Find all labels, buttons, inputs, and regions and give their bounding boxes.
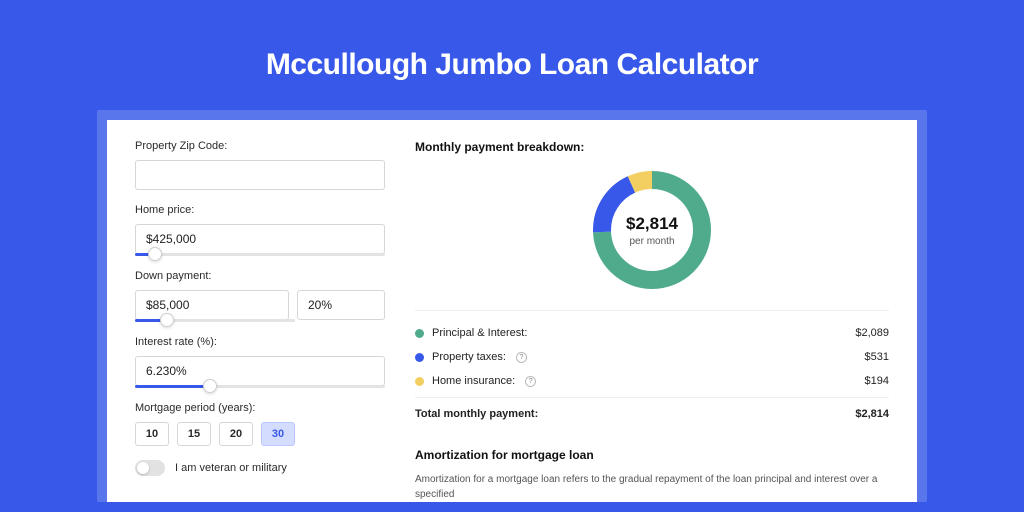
page-title: Mccullough Jumbo Loan Calculator [266,48,758,82]
page-background: Mccullough Jumbo Loan Calculator Propert… [0,0,1024,512]
down-payment-block: Down payment: [135,270,385,322]
home-price-slider-thumb[interactable] [148,247,162,261]
mortgage-period-option-20[interactable]: 20 [219,422,253,446]
down-payment-percent-input[interactable] [297,290,385,320]
donut-amount: $2,814 [626,214,678,234]
amortization-body: Amortization for a mortgage loan refers … [415,472,889,502]
interest-rate-slider[interactable] [135,385,385,388]
home-price-block: Home price: [135,204,385,256]
down-payment-amount-input[interactable] [135,290,289,320]
veteran-toggle-label: I am veteran or military [175,462,287,474]
breakdown-row-value: $194 [865,375,889,387]
donut-wrap: $2,814 per month [415,166,889,294]
breakdown-row-label: Home insurance: [432,375,515,387]
interest-rate-block: Interest rate (%): [135,336,385,388]
down-payment-label: Down payment: [135,270,385,282]
mortgage-period-block: Mortgage period (years): 10 15 20 30 [135,402,385,446]
interest-rate-input[interactable] [135,356,385,386]
home-price-label: Home price: [135,204,385,216]
interest-rate-slider-thumb[interactable] [203,379,217,393]
legend-dot [415,329,424,338]
breakdown-row-value: $2,089 [855,327,889,339]
breakdown-row: Home insurance:? $194 [415,369,889,393]
mortgage-period-options: 10 15 20 30 [135,422,385,446]
mortgage-period-option-30[interactable]: 30 [261,422,295,446]
legend-dot [415,353,424,362]
home-price-slider[interactable] [135,253,385,256]
total-value: $2,814 [855,408,889,420]
info-icon[interactable]: ? [525,376,536,387]
zip-input[interactable] [135,160,385,190]
breakdown-row-label: Property taxes: [432,351,506,363]
breakdown-row-value: $531 [865,351,889,363]
breakdown-row-total: Total monthly payment: $2,814 [415,397,889,426]
zip-label: Property Zip Code: [135,140,385,152]
interest-rate-slider-fill [135,385,210,388]
mortgage-period-option-10[interactable]: 10 [135,422,169,446]
home-price-input[interactable] [135,224,385,254]
form-panel: Property Zip Code: Home price: Down paym… [135,140,385,502]
interest-rate-label: Interest rate (%): [135,336,385,348]
zip-field-block: Property Zip Code: [135,140,385,190]
breakdown-row: Principal & Interest: $2,089 [415,321,889,345]
legend-dot [415,377,424,386]
veteran-toggle[interactable] [135,460,165,476]
calculator-card: Property Zip Code: Home price: Down paym… [107,120,917,502]
mortgage-period-label: Mortgage period (years): [135,402,385,414]
donut-chart: $2,814 per month [588,166,716,294]
donut-center: $2,814 per month [588,166,716,294]
amortization-title: Amortization for mortgage loan [415,448,889,462]
breakdown-row: Property taxes:? $531 [415,345,889,369]
info-icon[interactable]: ? [516,352,527,363]
breakdown-title: Monthly payment breakdown: [415,140,889,154]
breakdown-panel: Monthly payment breakdown: $2,814 per mo… [415,140,889,502]
total-label: Total monthly payment: [415,408,538,420]
donut-sub: per month [629,236,674,247]
veteran-toggle-knob [137,462,149,474]
down-payment-slider[interactable] [135,319,295,322]
mortgage-period-option-15[interactable]: 15 [177,422,211,446]
card-shadow: Property Zip Code: Home price: Down paym… [97,110,927,502]
veteran-toggle-row: I am veteran or military [135,460,385,476]
separator [415,310,889,311]
breakdown-row-label: Principal & Interest: [432,327,527,339]
down-payment-slider-thumb[interactable] [160,313,174,327]
